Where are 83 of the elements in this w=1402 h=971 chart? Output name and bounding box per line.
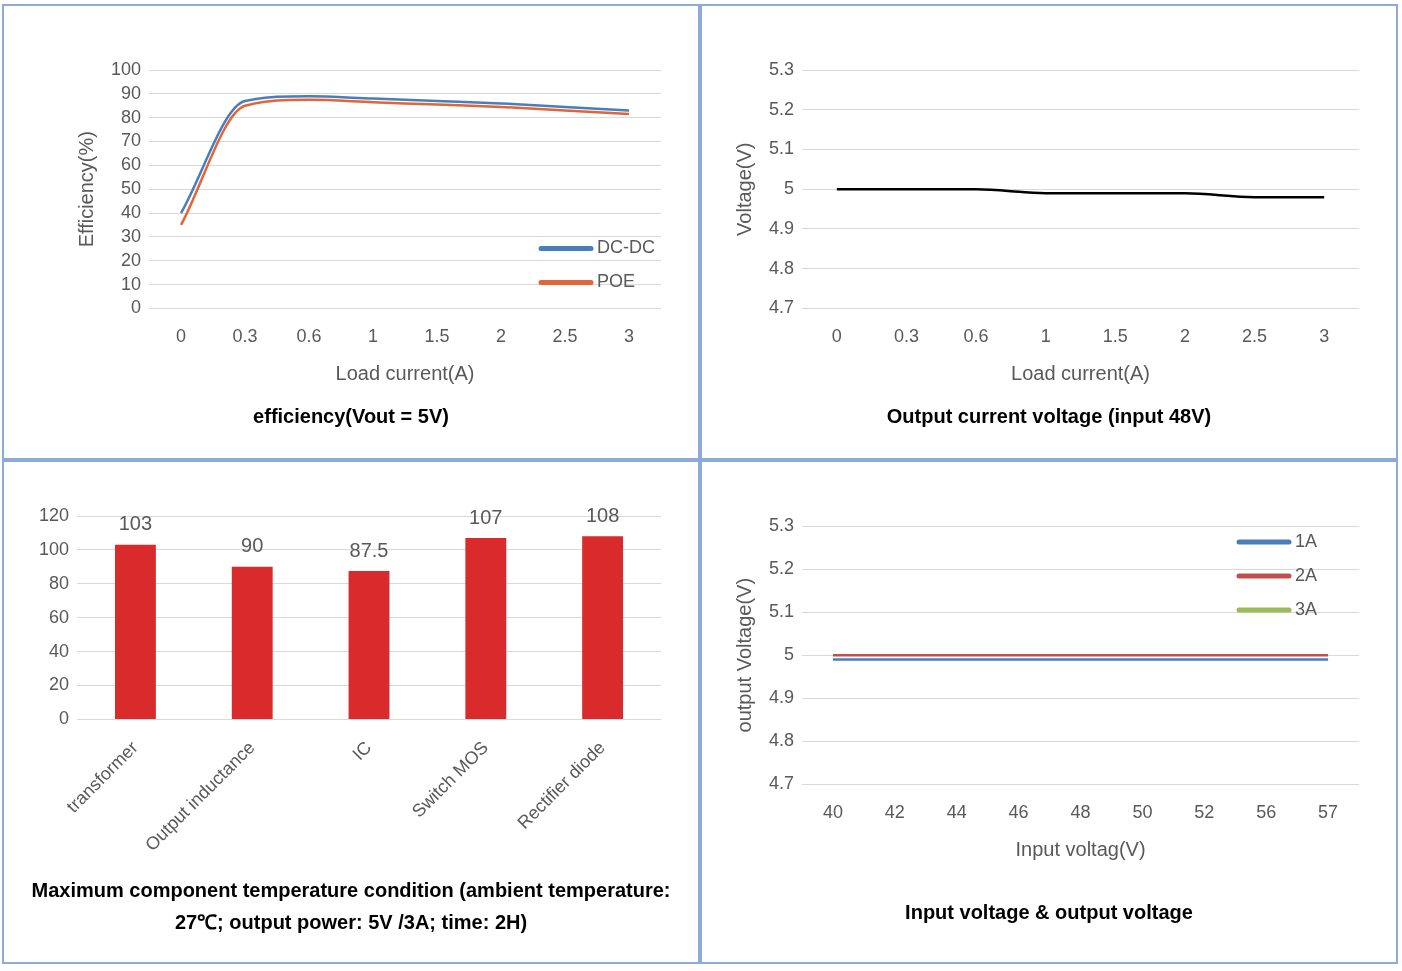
y-tick-label: 5 — [784, 644, 795, 665]
x-tick-label: 0.6 — [296, 326, 322, 347]
x-tick-label: 50 — [1132, 802, 1153, 823]
x-tick-label: 1 — [368, 326, 379, 347]
x-axis-title: Load current(A) — [1011, 361, 1150, 384]
x-tick-label: 2.5 — [1242, 326, 1268, 347]
y-tick-label: 5.2 — [768, 98, 795, 119]
y-tick-label: 5 — [784, 178, 795, 199]
x-tick-label: 0 — [176, 326, 187, 347]
y-tick-label: 0 — [59, 708, 70, 729]
y-tick-label: 4.7 — [768, 773, 795, 794]
data-label: 108 — [585, 503, 620, 526]
x-tick-label: 0 — [831, 326, 842, 347]
x-tick-label: 1 — [1040, 326, 1051, 347]
data-label: 90 — [241, 534, 264, 557]
bar — [231, 566, 273, 719]
y-tick-label: 80 — [49, 572, 70, 593]
y-tick-label: 4.9 — [768, 687, 795, 708]
y-tick-label: 5.1 — [768, 138, 795, 159]
y-tick-label: 60 — [121, 154, 142, 175]
y-tick-label: 5.3 — [768, 514, 795, 535]
legend-label: 1A — [1295, 530, 1318, 551]
text: Input voltage & output voltage — [904, 900, 1194, 925]
text: efficiency(Vout = 5V) — [252, 404, 450, 429]
y-tick-label: 5.2 — [768, 558, 795, 579]
x-tick-label: 2 — [1179, 326, 1190, 347]
legend-label: 2A — [1295, 564, 1318, 585]
y-axis-title: Voltage(V) — [732, 142, 755, 236]
x-tick-label: 46 — [1008, 802, 1029, 823]
y-tick-label: 30 — [121, 225, 142, 246]
text: Maximum component temperature condition (ambient temperature: 27℃; output power: 5V /3A; time: 2H) — [30, 878, 672, 935]
y-tick-label: 40 — [49, 640, 70, 661]
x-tick-label: 44 — [946, 802, 967, 823]
y-tick-label: 4.7 — [768, 297, 795, 318]
y-tick-label: 4.8 — [768, 730, 795, 751]
x-tick-label: 2 — [496, 326, 507, 347]
x-tick-label: 1.5 — [424, 326, 450, 347]
legend-label: DC-DC — [597, 237, 655, 258]
bar — [465, 538, 507, 719]
x-tick-label: 3 — [623, 326, 635, 347]
y-tick-label: 20 — [121, 249, 142, 270]
x-tick-label: 57 — [1318, 802, 1339, 823]
y-tick-label: 70 — [121, 130, 142, 151]
x-tick-label: 2.5 — [552, 326, 578, 347]
y-tick-label: 60 — [49, 606, 70, 627]
x-tick-label: 42 — [884, 802, 905, 823]
data-label: 107 — [469, 505, 503, 528]
y-tick-label: 4.8 — [768, 257, 795, 278]
legend-label: POE — [597, 271, 636, 292]
y-axis-title: Efficiency(%) — [74, 131, 97, 248]
x-axis-title: Input voltag(V) — [1015, 837, 1146, 860]
y-tick-label: 80 — [121, 106, 142, 127]
legend-label: 3A — [1295, 598, 1318, 619]
data-label: 87.5 — [349, 538, 389, 561]
data-label: 103 — [118, 512, 153, 535]
x-tick-label: 3 — [1319, 326, 1330, 347]
bar — [348, 571, 390, 719]
bar — [582, 536, 624, 719]
x-tick-label: 52 — [1194, 802, 1215, 823]
x-tick-label: 40 — [822, 802, 843, 823]
text: Output current voltage (input 48V) — [885, 404, 1213, 429]
y-tick-label: 5.1 — [768, 601, 795, 622]
x-tick-label: 48 — [1070, 802, 1091, 823]
y-tick-label: 4.9 — [768, 217, 795, 238]
x-tick-label: 0.3 — [232, 326, 258, 347]
y-tick-label: 50 — [121, 178, 142, 199]
bar — [114, 544, 156, 719]
y-tick-label: 40 — [121, 202, 142, 223]
x-tick-label: IC — [348, 737, 376, 765]
y-tick-label: 100 — [110, 58, 142, 79]
y-tick-label: 90 — [121, 82, 142, 103]
y-axis-title: output Voltage(V) — [732, 577, 755, 733]
y-tick-label: 100 — [38, 538, 70, 559]
x-tick-label: 56 — [1256, 802, 1277, 823]
x-tick-label: 0.6 — [963, 326, 989, 347]
y-tick-label: 10 — [121, 273, 142, 294]
y-tick-label: 5.3 — [768, 58, 795, 79]
x-tick-label: 1.5 — [1102, 326, 1128, 347]
y-tick-label: 20 — [49, 674, 70, 695]
y-tick-label: 120 — [38, 504, 70, 525]
y-tick-label: 0 — [131, 297, 142, 318]
x-axis-title: Load current(A) — [335, 361, 475, 384]
x-tick-label: 0.3 — [893, 326, 919, 347]
